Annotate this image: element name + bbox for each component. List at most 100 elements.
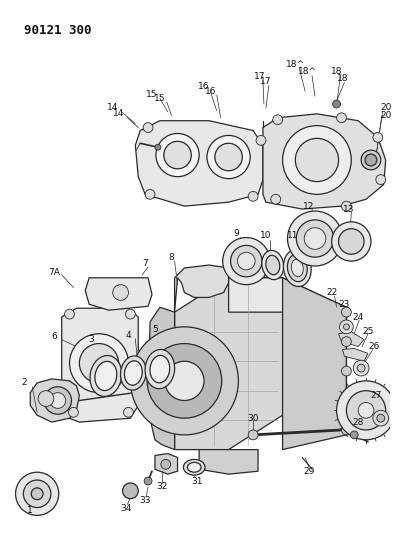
Circle shape [342, 201, 351, 211]
Ellipse shape [287, 254, 307, 281]
Circle shape [304, 228, 326, 249]
Circle shape [44, 387, 71, 414]
Circle shape [156, 133, 199, 176]
Text: 3: 3 [88, 335, 94, 344]
Text: 18: 18 [337, 74, 348, 83]
Text: 17: 17 [254, 72, 266, 81]
Ellipse shape [121, 356, 146, 390]
Text: 7: 7 [142, 259, 148, 268]
Ellipse shape [283, 249, 311, 287]
Circle shape [350, 431, 358, 439]
Circle shape [338, 229, 364, 254]
Text: 18^: 18^ [286, 60, 305, 69]
Circle shape [145, 189, 155, 199]
Text: 20: 20 [380, 111, 391, 120]
Text: 15: 15 [146, 90, 158, 99]
Circle shape [353, 360, 369, 376]
Circle shape [273, 115, 282, 125]
Polygon shape [342, 349, 368, 361]
Circle shape [69, 407, 78, 417]
Text: 34: 34 [120, 504, 131, 513]
Ellipse shape [145, 350, 175, 389]
Text: 11: 11 [287, 231, 298, 240]
Ellipse shape [125, 361, 142, 385]
Circle shape [342, 337, 351, 346]
Ellipse shape [262, 251, 284, 280]
Text: 13: 13 [343, 205, 354, 214]
Circle shape [207, 135, 250, 179]
Circle shape [377, 414, 385, 422]
Circle shape [161, 459, 171, 469]
Ellipse shape [150, 356, 170, 383]
Circle shape [50, 393, 66, 408]
Text: 20: 20 [380, 103, 391, 112]
Ellipse shape [291, 259, 303, 277]
Polygon shape [229, 278, 346, 342]
Circle shape [332, 222, 371, 261]
Text: 23: 23 [339, 300, 350, 309]
Text: 90121 300: 90121 300 [24, 25, 92, 37]
Polygon shape [199, 450, 258, 474]
Text: 10: 10 [260, 231, 271, 240]
Text: 26: 26 [368, 342, 379, 351]
Text: 1: 1 [28, 506, 33, 515]
Circle shape [344, 324, 349, 330]
Circle shape [256, 135, 266, 146]
Text: 18: 18 [331, 67, 342, 76]
Text: 12: 12 [303, 201, 315, 211]
Circle shape [147, 344, 222, 418]
Text: 7A: 7A [48, 269, 60, 277]
Circle shape [223, 238, 270, 285]
Text: 17: 17 [260, 77, 271, 86]
Circle shape [238, 252, 255, 270]
Circle shape [38, 391, 54, 406]
Text: 25: 25 [362, 327, 374, 336]
Circle shape [288, 211, 342, 266]
Text: 31: 31 [191, 477, 203, 486]
Circle shape [361, 150, 381, 170]
Circle shape [215, 143, 242, 171]
Text: 16: 16 [198, 82, 210, 91]
Text: 33: 33 [139, 496, 151, 505]
Text: 18^: 18^ [297, 67, 317, 76]
Text: 4: 4 [126, 331, 131, 340]
Circle shape [342, 425, 351, 435]
Circle shape [336, 113, 346, 123]
Circle shape [248, 191, 258, 201]
Circle shape [282, 126, 351, 195]
Polygon shape [62, 308, 138, 422]
Circle shape [144, 477, 152, 485]
Ellipse shape [266, 255, 280, 275]
Circle shape [248, 430, 258, 440]
Circle shape [165, 361, 204, 400]
Text: 30: 30 [247, 414, 259, 423]
Circle shape [143, 123, 153, 133]
Polygon shape [148, 307, 175, 450]
Ellipse shape [90, 356, 122, 397]
Circle shape [342, 307, 351, 317]
Ellipse shape [95, 361, 117, 391]
Circle shape [296, 139, 338, 182]
Polygon shape [282, 278, 346, 450]
Circle shape [155, 144, 161, 150]
Circle shape [342, 366, 351, 376]
Circle shape [126, 309, 135, 319]
Circle shape [340, 320, 353, 334]
Circle shape [23, 480, 51, 507]
Circle shape [373, 410, 388, 426]
Text: 15: 15 [154, 94, 165, 103]
Circle shape [79, 344, 119, 383]
Ellipse shape [188, 462, 201, 472]
Text: 16: 16 [205, 87, 217, 96]
Text: 9: 9 [234, 229, 239, 238]
Polygon shape [175, 265, 229, 312]
Circle shape [130, 327, 238, 435]
Circle shape [271, 195, 281, 204]
Circle shape [164, 141, 191, 169]
Polygon shape [135, 120, 263, 206]
Circle shape [113, 285, 128, 301]
Text: 2: 2 [22, 378, 27, 387]
Polygon shape [155, 454, 178, 474]
Polygon shape [263, 114, 386, 209]
Text: 22: 22 [326, 288, 337, 297]
